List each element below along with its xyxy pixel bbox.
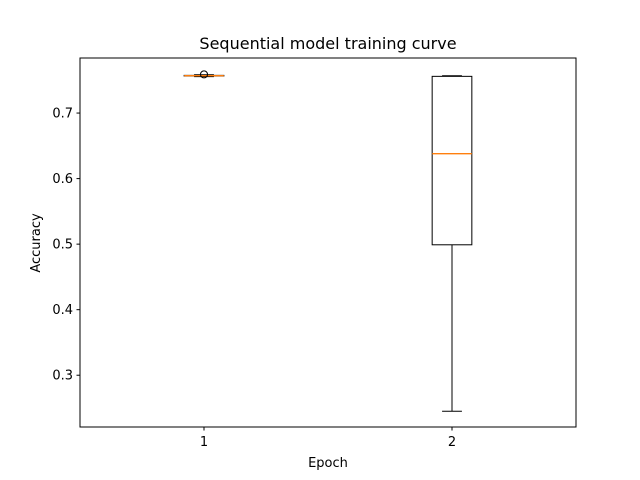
plot-area <box>183 70 473 412</box>
box-body <box>431 75 473 246</box>
chart-title: Sequential model training curve <box>199 34 456 53</box>
y-tick-label: 0.5 <box>52 238 73 253</box>
y-axis-label: Accuracy <box>29 213 44 273</box>
x-tick-label: 1 <box>200 435 208 450</box>
outlier-point <box>200 70 208 79</box>
x-tick-label: 2 <box>448 435 456 450</box>
y-tick-label: 0.6 <box>52 172 73 187</box>
y-tick-label: 0.3 <box>52 369 73 384</box>
x-axis-label: Epoch <box>308 456 348 471</box>
y-axis-ticks: 0.3 0.4 0.5 0.6 0.7 <box>52 107 80 384</box>
axes-frame <box>79 57 577 428</box>
y-tick-label: 0.4 <box>52 303 73 318</box>
y-tick-label: 0.7 <box>52 107 73 122</box>
